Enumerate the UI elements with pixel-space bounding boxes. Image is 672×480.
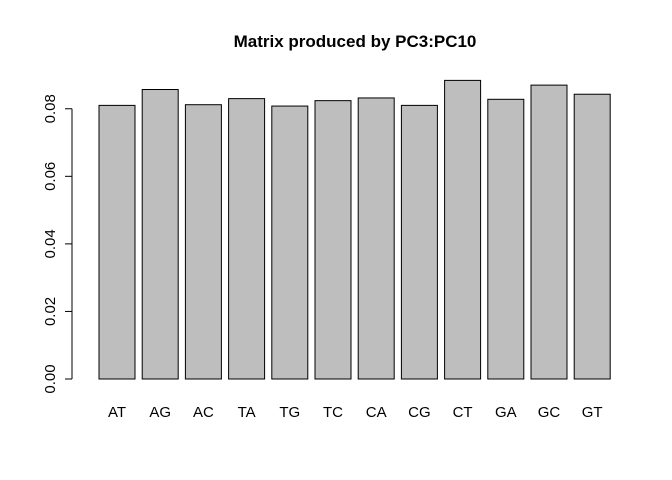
x-tick-label: GC: [538, 404, 561, 421]
x-tick-label: CA: [366, 404, 387, 421]
y-axis: 0.00 0.02 0.04 0.06 0.08: [42, 94, 73, 394]
y-tick-label: 0.02: [42, 297, 59, 326]
x-tick-label: GA: [495, 404, 517, 421]
x-tick-label: AT: [108, 404, 126, 421]
y-tick-label: 0.04: [42, 229, 59, 258]
chart-title: Matrix produced by PC3:PC10: [234, 32, 477, 51]
bar-AT: [98, 104, 136, 380]
x-tick-label: GT: [582, 404, 603, 421]
x-tick-label: TC: [323, 404, 343, 421]
y-tick-label: 0.00: [42, 364, 59, 393]
bar-AC: [184, 104, 222, 380]
x-tick-label: CT: [453, 404, 473, 421]
x-axis-labels: AT AG AC TA TG TC CA CG CT GA GC GT: [108, 404, 603, 421]
bar-CA: [357, 97, 395, 380]
x-tick-label: AC: [193, 404, 214, 421]
bar-TG: [271, 105, 309, 380]
bars-group: [98, 79, 611, 380]
bar-TC: [314, 100, 352, 380]
bar-CT: [444, 79, 482, 380]
bar-TA: [228, 98, 266, 380]
x-tick-label: CG: [408, 404, 431, 421]
x-tick-label: TA: [238, 404, 256, 421]
bar-CG: [400, 104, 438, 380]
x-tick-label: TG: [279, 404, 300, 421]
y-tick-label: 0.08: [42, 94, 59, 123]
y-tick-label: 0.06: [42, 162, 59, 191]
bar-GC: [530, 84, 568, 380]
bar-GT: [573, 93, 611, 380]
bar-GA: [487, 98, 525, 380]
bar-AG: [141, 89, 179, 380]
x-tick-label: AG: [149, 404, 171, 421]
